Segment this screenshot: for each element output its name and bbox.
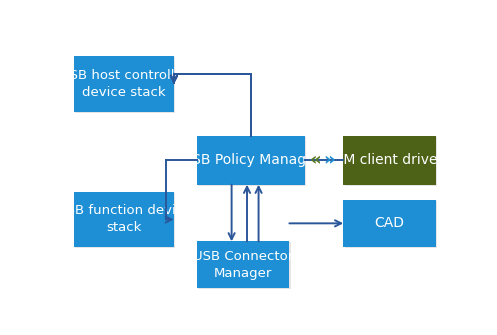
FancyBboxPatch shape <box>75 193 175 248</box>
FancyBboxPatch shape <box>74 56 174 113</box>
Text: «: « <box>310 151 322 169</box>
FancyBboxPatch shape <box>345 201 437 248</box>
FancyBboxPatch shape <box>74 192 174 247</box>
FancyBboxPatch shape <box>198 243 291 289</box>
FancyBboxPatch shape <box>197 136 305 185</box>
Text: »: » <box>323 151 334 169</box>
FancyBboxPatch shape <box>343 200 436 247</box>
Text: USB function device
stack: USB function device stack <box>57 204 191 234</box>
Text: USB Connector
Manager: USB Connector Manager <box>193 250 293 280</box>
Text: USB Policy Manager: USB Policy Manager <box>182 153 320 167</box>
Text: CAD: CAD <box>375 216 405 230</box>
FancyBboxPatch shape <box>345 137 437 186</box>
Text: USB host controller
device stack: USB host controller device stack <box>60 69 188 99</box>
FancyBboxPatch shape <box>198 137 306 186</box>
FancyBboxPatch shape <box>197 242 289 288</box>
FancyBboxPatch shape <box>75 57 175 114</box>
FancyBboxPatch shape <box>343 136 436 185</box>
Text: PM client driver: PM client driver <box>335 153 444 167</box>
